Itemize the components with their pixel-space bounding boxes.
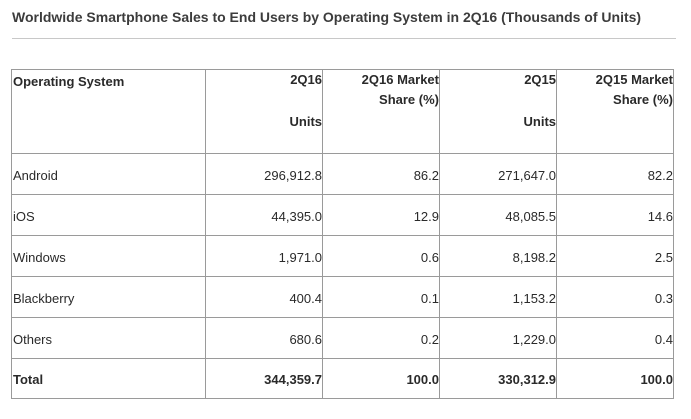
cell-2q16-units: 400.4 — [205, 276, 323, 318]
table-header-row: Operating System 2Q16 Units 2Q16 Market … — [11, 69, 674, 154]
header-spacer — [206, 90, 322, 110]
header-2q16-label: 2Q16 — [290, 72, 322, 87]
page-title: Worldwide Smartphone Sales to End Users … — [12, 9, 642, 25]
cell-2q16-units: 296,912.8 — [205, 153, 323, 195]
header-operating-system-label: Operating System — [13, 74, 125, 89]
cell-2q15-share: 0.4 — [556, 317, 674, 359]
cell-2q16-units: 680.6 — [205, 317, 323, 359]
cell-total-2q16-share: 100.0 — [322, 358, 440, 399]
title-divider — [12, 38, 676, 39]
header-2q16-share-line2: Share (%) — [379, 92, 439, 107]
cell-os: Windows — [11, 235, 206, 277]
cell-2q15-share: 82.2 — [556, 153, 674, 195]
header-2q16-units: 2Q16 Units — [205, 69, 323, 154]
cell-2q15-units: 271,647.0 — [439, 153, 557, 195]
header-2q15-share-line1: 2Q15 Market — [595, 72, 673, 87]
cell-2q16-share: 86.2 — [322, 153, 440, 195]
cell-2q16-share: 0.1 — [322, 276, 440, 318]
cell-os: iOS — [11, 194, 206, 236]
header-spacer — [440, 90, 556, 110]
cell-2q15-units: 48,085.5 — [439, 194, 557, 236]
cell-2q15-share: 2.5 — [556, 235, 674, 277]
cell-total-label: Total — [11, 358, 206, 399]
table-total-row: Total 344,359.7 100.0 330,312.9 100.0 — [11, 358, 674, 399]
cell-2q16-units: 1,971.0 — [205, 235, 323, 277]
cell-total-2q15-share: 100.0 — [556, 358, 674, 399]
header-2q15-units-label: Units — [523, 114, 557, 129]
header-operating-system: Operating System — [11, 69, 206, 154]
cell-2q15-share: 14.6 — [556, 194, 674, 236]
sales-table: Operating System 2Q16 Units 2Q16 Market … — [11, 69, 674, 399]
cell-2q16-share: 0.6 — [322, 235, 440, 277]
table-row: Blackberry 400.4 0.1 1,153.2 0.3 — [11, 276, 674, 318]
cell-2q16-units: 44,395.0 — [205, 194, 323, 236]
cell-os: Others — [11, 317, 206, 359]
cell-os: Android — [11, 153, 206, 195]
cell-2q15-units: 1,229.0 — [439, 317, 557, 359]
table-row: iOS 44,395.0 12.9 48,085.5 14.6 — [11, 194, 674, 236]
cell-2q15-share: 0.3 — [556, 276, 674, 318]
header-2q16-share-line1: 2Q16 Market — [361, 72, 439, 87]
cell-total-2q16-units: 344,359.7 — [205, 358, 323, 399]
header-2q16-units-label: Units — [289, 114, 323, 129]
header-2q15-share: 2Q15 Market Share (%) — [556, 69, 674, 154]
cell-2q15-units: 8,198.2 — [439, 235, 557, 277]
cell-2q16-share: 12.9 — [322, 194, 440, 236]
header-2q16-share: 2Q16 Market Share (%) — [322, 69, 440, 154]
table-row: Windows 1,971.0 0.6 8,198.2 2.5 — [11, 235, 674, 277]
cell-total-2q15-units: 330,312.9 — [439, 358, 557, 399]
cell-2q15-units: 1,153.2 — [439, 276, 557, 318]
table-row: Android 296,912.8 86.2 271,647.0 82.2 — [11, 153, 674, 195]
header-2q15-label: 2Q15 — [524, 72, 556, 87]
header-2q15-share-line2: Share (%) — [613, 92, 673, 107]
table-row: Others 680.6 0.2 1,229.0 0.4 — [11, 317, 674, 359]
header-2q15-units: 2Q15 Units — [439, 69, 557, 154]
cell-2q16-share: 0.2 — [322, 317, 440, 359]
cell-os: Blackberry — [11, 276, 206, 318]
